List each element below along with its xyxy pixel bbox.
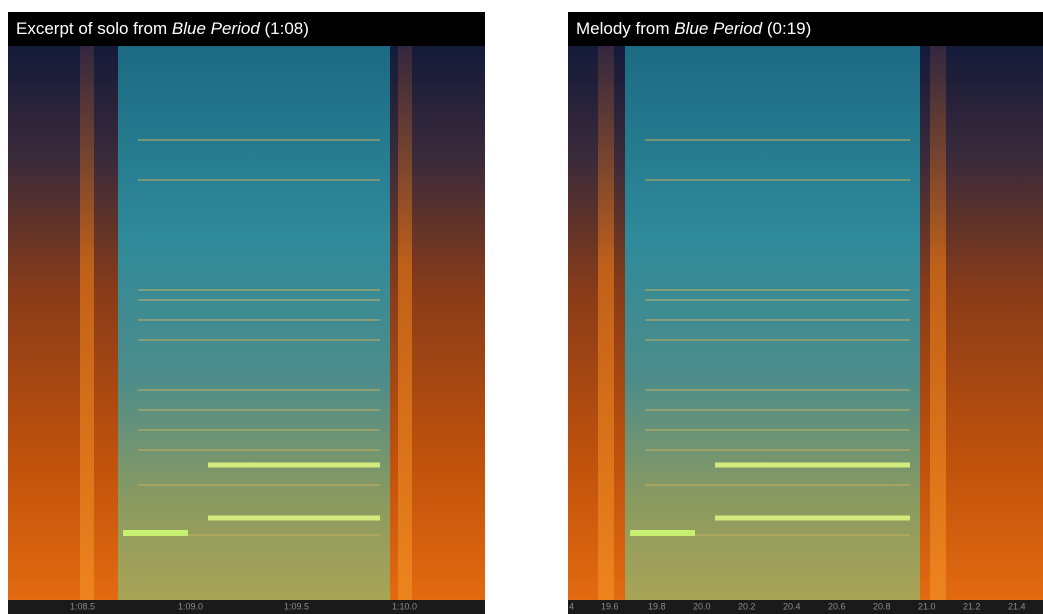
time-label: 21.2 bbox=[963, 601, 981, 611]
title-suffix: (1:08) bbox=[260, 19, 309, 38]
panel-title: Excerpt of solo from Blue Period (1:08) bbox=[16, 19, 309, 38]
panel-left: Excerpt of solo from Blue Period (1:08) … bbox=[8, 12, 485, 614]
time-label: 21.4 bbox=[1008, 601, 1026, 611]
time-label: 20.6 bbox=[828, 601, 846, 611]
spectrogram-stripe bbox=[398, 46, 412, 600]
time-axis bbox=[568, 600, 1043, 614]
panel-title: Melody from Blue Period (0:19) bbox=[576, 19, 811, 38]
time-label: 20.2 bbox=[738, 601, 756, 611]
title-prefix: Melody from bbox=[576, 19, 674, 38]
time-label: 1:09.5 bbox=[284, 601, 309, 611]
time-label: 21.0 bbox=[918, 601, 936, 611]
highlight-region bbox=[118, 46, 390, 600]
time-label: 20.4 bbox=[783, 601, 801, 611]
highlight-region bbox=[625, 46, 920, 600]
title-suffix: (0:19) bbox=[762, 19, 811, 38]
title-bar bbox=[568, 12, 1043, 46]
title-prefix: Excerpt of solo from bbox=[16, 19, 172, 38]
time-label: 20.8 bbox=[873, 601, 891, 611]
time-label: 19.8 bbox=[648, 601, 666, 611]
time-label: 19.6 bbox=[601, 601, 619, 611]
harmonics bbox=[123, 139, 380, 536]
time-label: 1:10.0 bbox=[392, 601, 417, 611]
panel-right: Melody from Blue Period (0:19) 4 19.6 19… bbox=[568, 12, 1043, 614]
time-axis bbox=[8, 600, 485, 614]
time-label: 4 bbox=[569, 601, 574, 611]
harmonics bbox=[630, 139, 910, 536]
title-bar bbox=[8, 12, 485, 46]
spectrogram-stripe bbox=[598, 46, 614, 600]
time-label: 1:09.0 bbox=[178, 601, 203, 611]
spectrogram-stripe bbox=[930, 46, 946, 600]
title-italic: Blue Period bbox=[172, 19, 260, 38]
time-label: 20.0 bbox=[693, 601, 711, 611]
time-label: 1:08.5 bbox=[70, 601, 95, 611]
title-italic: Blue Period bbox=[674, 19, 762, 38]
spectrogram-stripe bbox=[80, 46, 94, 600]
